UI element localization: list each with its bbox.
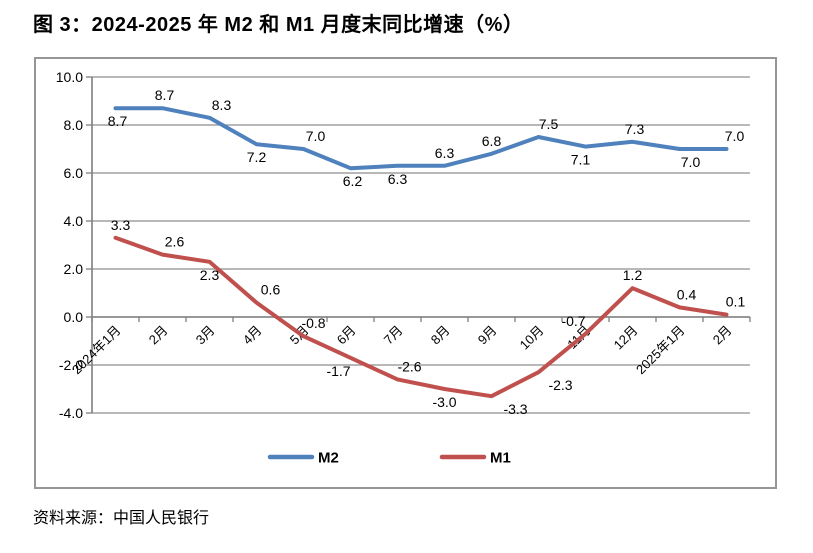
data-label: 7.3: [625, 121, 645, 137]
data-label: -0.7: [561, 313, 585, 329]
legend-item-m2: M2: [267, 450, 339, 467]
data-label: 0.1: [726, 294, 746, 310]
data-label: 8.7: [108, 113, 128, 129]
y-tick-label: 6.0: [64, 165, 84, 181]
series-line-m2: [113, 106, 729, 171]
x-tick-label: 10月: [517, 323, 547, 353]
y-tick-label: -2.0: [59, 357, 83, 373]
data-label: 7.1: [571, 152, 591, 168]
y-tick-label: -4.0: [59, 405, 83, 421]
chart-frame: 10.0 8.0 6.0 4.0 2.0 0.0 -2.0 -4.0 2024年1月 2月 3月 4月…: [34, 57, 777, 489]
data-label: 6.3: [388, 171, 408, 187]
x-tick-label: 2024年1月: [69, 323, 124, 378]
x-tick-label: 7月: [381, 323, 406, 348]
data-label: 7.5: [539, 116, 559, 132]
x-tick-label: 9月: [475, 323, 500, 348]
data-label: -3.3: [503, 401, 527, 417]
axes: [91, 77, 751, 413]
data-label: 8.3: [212, 97, 232, 113]
data-label: -0.8: [301, 315, 325, 331]
data-label: -2.3: [548, 377, 572, 393]
data-label: 7.2: [247, 149, 267, 165]
x-tick-label: 2月: [146, 323, 171, 348]
data-label: -3.0: [432, 394, 456, 410]
data-label: 1.2: [623, 267, 643, 283]
data-label: 6.3: [435, 145, 455, 161]
source-note: 资料来源：中国人民银行: [33, 510, 210, 527]
data-label: 6.8: [482, 133, 502, 149]
data-label: -1.7: [326, 363, 350, 379]
y-tick-label: 8.0: [64, 117, 84, 133]
y-tick-label: 4.0: [64, 213, 84, 229]
data-label: 3.3: [111, 217, 131, 233]
x-tick-label: 3月: [193, 323, 218, 348]
data-label: 0.6: [261, 282, 281, 298]
x-tick-label: 2月: [710, 323, 735, 348]
x-tick-label: 8月: [428, 323, 453, 348]
data-label: 8.7: [155, 87, 175, 103]
data-labels-m2: 8.7 8.7 8.3 7.2 7.0 6.2 6.3 6.3 6.8 7.5 7.1 7.3 7.0 7…: [108, 87, 745, 189]
data-labels-m1: 3.3 2.6 2.3 0.6 -0.8 -1.7 -2.6 -3.0 -3.3 -2.3 -0.7…: [111, 217, 746, 417]
data-label: 7.0: [725, 128, 745, 144]
x-tick-label: 6月: [334, 323, 359, 348]
data-label: -2.6: [397, 358, 421, 374]
data-label: 6.2: [343, 173, 363, 189]
y-tick-label: 0.0: [64, 309, 84, 325]
data-label: 7.0: [306, 128, 326, 144]
x-tick-label: 12月: [611, 323, 641, 353]
x-tick-label: 4月: [240, 323, 265, 348]
y-tick-label: 2.0: [64, 261, 84, 277]
data-label: 2.6: [165, 234, 185, 250]
legend-label: M1: [490, 450, 511, 467]
data-label: 0.4: [677, 286, 697, 302]
line-chart: 10.0 8.0 6.0 4.0 2.0 0.0 -2.0 -4.0 2024年1月 2月 3月 4月…: [56, 69, 751, 467]
legend-item-m1: M1: [439, 450, 511, 467]
legend-label: M2: [318, 450, 339, 467]
legend: M2 M1: [267, 450, 511, 467]
x-tick-label: 2025年1月: [633, 323, 688, 378]
data-label: 2.3: [200, 267, 220, 283]
data-label: 7.0: [681, 154, 701, 170]
series-line-m1: [113, 235, 729, 399]
y-tick-label: 10.0: [56, 69, 83, 85]
chart-title: 图 3：2024-2025 年 M2 和 M1 月度末同比增速（%）: [33, 14, 524, 36]
